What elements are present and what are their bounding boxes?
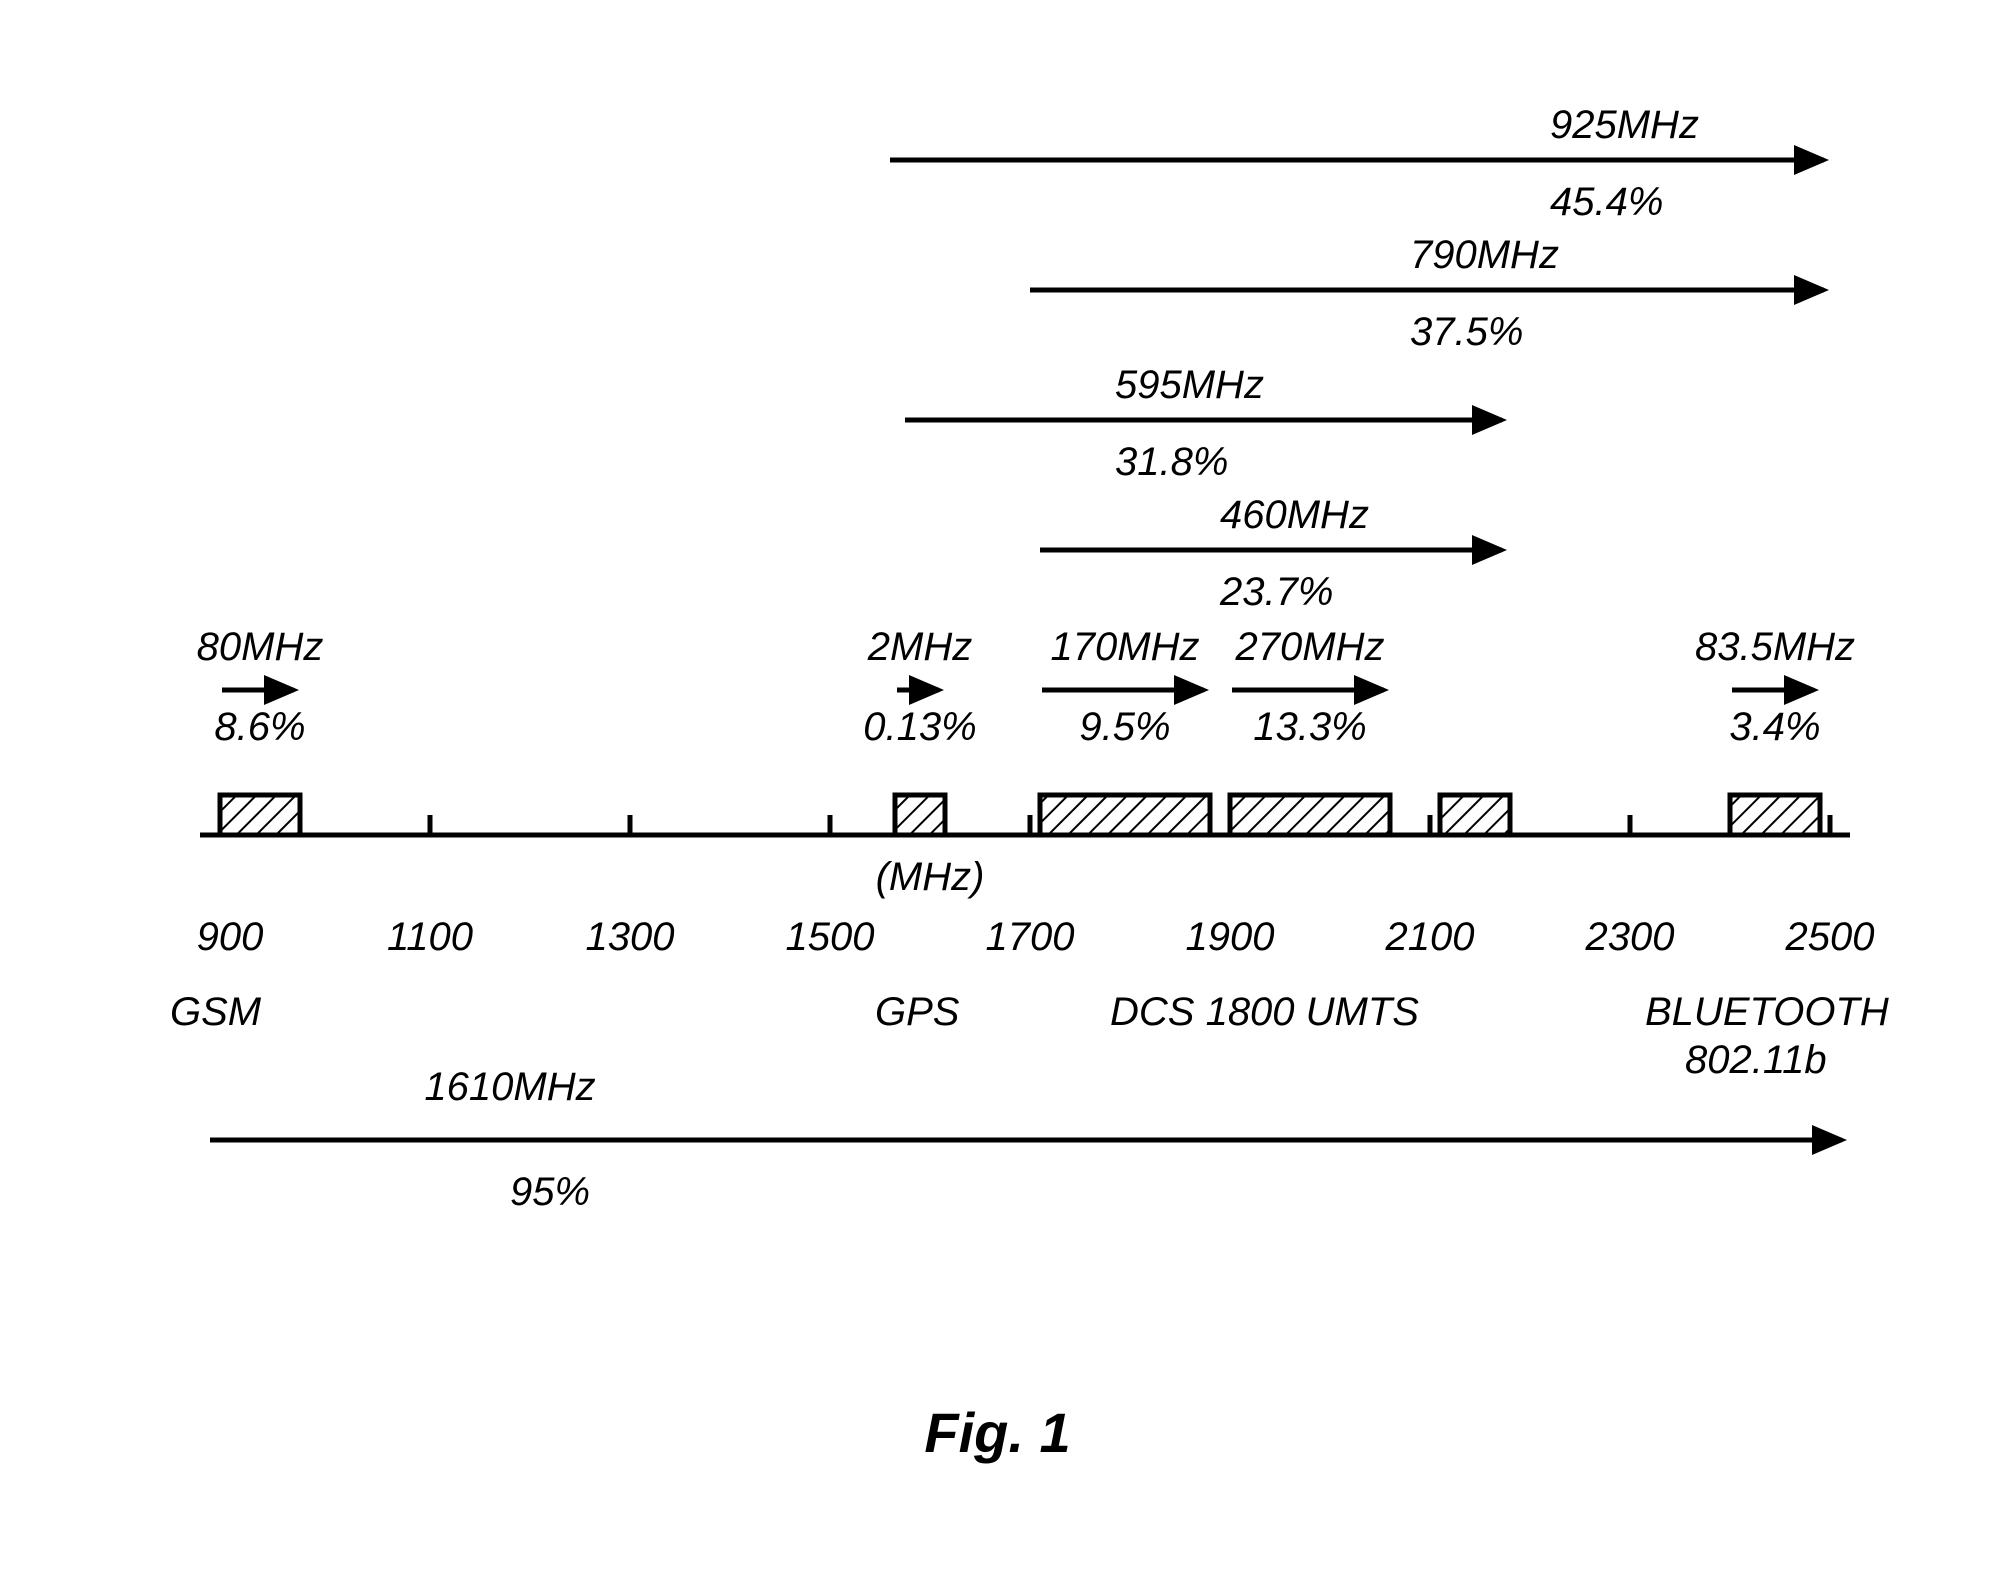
span-bandwidth-label: 790MHz (1410, 233, 1559, 277)
band-bandwidth-label: 270MHz (1235, 625, 1385, 669)
figure-caption: Fig. 1 (924, 1400, 1070, 1465)
band-percent-label: 13.3% (1253, 705, 1366, 749)
band-system-label: GSM (170, 990, 262, 1034)
span-percent-label: 45.4% (1550, 180, 1663, 224)
band-system-label: BLUETOOTH (1645, 990, 1889, 1034)
axis-tick-label: 1100 (387, 915, 473, 959)
band-system-label: 802.11b (1685, 1038, 1827, 1082)
band-bandwidth-label: 2MHz (867, 625, 972, 669)
band-percent-label: 8.6% (214, 705, 305, 749)
band-system-label: GPS (875, 990, 960, 1034)
axis-tick-label: 1300 (586, 915, 675, 959)
diagram-svg: 900 1100 1300 1500 1700 1900 2100 2300 2500 (MHz)… (40, 40, 1955, 1554)
axis-tick-label: 1700 (986, 915, 1075, 959)
band-system-label: DCS 1800 UMTS (1110, 990, 1419, 1034)
span-bandwidth-label: 925MHz (1550, 103, 1699, 147)
axis-unit-label: (MHz) (876, 855, 985, 899)
band-percent-label: 9.5% (1079, 705, 1170, 749)
axis-tick-label: 2300 (1585, 915, 1675, 959)
axis-tick-label: 2100 (1385, 915, 1475, 959)
band-bandwidth-label: 83.5MHz (1695, 625, 1855, 669)
span-percent-label: 31.8% (1115, 440, 1228, 484)
axis-tick-label: 1500 (786, 915, 875, 959)
span-bandwidth-label: 595MHz (1115, 363, 1264, 407)
band-bandwidth-label: 80MHz (197, 625, 324, 669)
axis-tick-label: 1900 (1186, 915, 1275, 959)
total-span-bandwidth-label: 1610MHz (424, 1065, 595, 1109)
band-bandwidth-label: 170MHz (1051, 625, 1200, 669)
span-percent-label: 23.7% (1219, 570, 1333, 614)
span-bandwidth-label: 460MHz (1220, 493, 1369, 537)
axis-tick-label: 2500 (1785, 915, 1875, 959)
total-span-percent-label: 95% (510, 1170, 590, 1214)
band-percent-label: 0.13% (863, 705, 976, 749)
frequency-band (1440, 795, 1510, 835)
frequency-band-diagram: 900 1100 1300 1500 1700 1900 2100 2300 2500 (MHz)… (40, 40, 1955, 1554)
span-percent-label: 37.5% (1410, 310, 1523, 354)
band-percent-label: 3.4% (1729, 705, 1820, 749)
axis-tick-label: 900 (197, 915, 264, 959)
